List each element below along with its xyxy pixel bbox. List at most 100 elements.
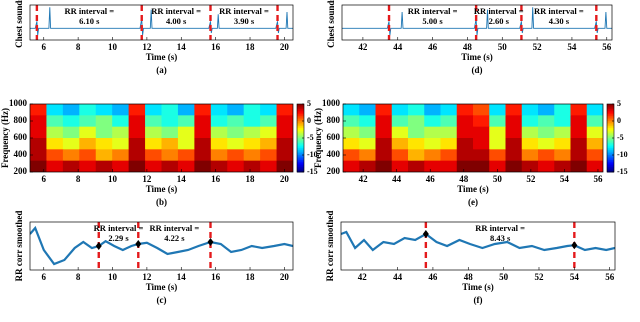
heat-cell xyxy=(227,138,245,150)
annotation: RR interval = xyxy=(150,223,200,233)
colorbar-step xyxy=(297,163,304,166)
x-tick-label: 18 xyxy=(246,272,256,282)
heat-cell xyxy=(210,115,228,128)
colorbar-step xyxy=(297,122,304,125)
heat-cell xyxy=(391,126,409,139)
heat-cell xyxy=(489,138,506,150)
colorbar-step xyxy=(607,165,614,168)
heat-cell xyxy=(538,149,555,162)
heat-cell xyxy=(489,104,506,116)
heat-cell xyxy=(128,149,146,162)
heat-cell xyxy=(62,160,80,172)
heat-cell xyxy=(112,160,130,172)
colorbar-step xyxy=(297,156,304,159)
heat-cell xyxy=(391,104,409,116)
x-tick-label: 56 xyxy=(602,42,612,52)
heat-cell xyxy=(554,160,571,172)
x-tick-label: 6 xyxy=(42,42,47,52)
x-tick-label: 12 xyxy=(142,174,152,184)
x-tick-label: 16 xyxy=(211,272,221,282)
heat-cell xyxy=(505,104,523,116)
colorbar-tick-label: -5 xyxy=(617,133,624,142)
x-tick-label: 56 xyxy=(605,272,615,282)
colorbar-tick-label: -10 xyxy=(617,150,628,159)
panel: RR interval =2.29 sRR interval =4.22 s6 8… xyxy=(14,211,294,305)
colorbar-step xyxy=(607,160,614,163)
heat-cell xyxy=(177,104,195,116)
heat-cell xyxy=(359,138,376,150)
x-tick-label: 46 xyxy=(428,272,438,282)
heat-cell xyxy=(586,126,603,139)
colorbar-step xyxy=(607,136,614,139)
colorbar-step xyxy=(607,124,614,127)
heat-cell xyxy=(128,104,146,116)
heat-cell xyxy=(489,160,506,172)
annotation: RR interval = xyxy=(534,6,584,16)
heat-cell xyxy=(570,115,588,128)
heat-cell xyxy=(30,160,47,172)
plot-frame xyxy=(342,103,604,173)
y-axis-label: Frequency (Hz) xyxy=(313,108,323,168)
heat-cell xyxy=(343,149,360,162)
colorbar-step xyxy=(297,136,304,139)
heat-cell xyxy=(177,115,195,128)
colorbar-step xyxy=(607,132,614,136)
x-tick-label: 6 xyxy=(42,174,47,184)
heat-cell xyxy=(408,104,425,116)
heat-cell xyxy=(554,149,571,162)
heat-cell xyxy=(227,115,245,128)
heat-cell xyxy=(128,126,146,139)
x-tick-label: 20 xyxy=(280,42,290,52)
heat-cell xyxy=(79,126,97,139)
heat-cell xyxy=(276,104,293,116)
heat-cell xyxy=(30,115,47,128)
heat-cell xyxy=(62,104,80,116)
heat-cell xyxy=(46,115,64,128)
x-tick-label: 42 xyxy=(359,174,369,184)
plot-area xyxy=(30,225,293,266)
heat-cell xyxy=(112,115,130,128)
heat-cell xyxy=(46,126,64,139)
panel: RR interval =8.43 s 42 44 46 48 50 52 54 56 Time … xyxy=(325,211,616,305)
colorbar-step xyxy=(297,151,304,154)
colorbar-step xyxy=(297,107,304,110)
heat-cell xyxy=(521,160,539,172)
colorbar-step xyxy=(297,139,304,142)
heat-cell xyxy=(243,138,261,150)
x-tick-label: 8 xyxy=(76,272,81,282)
peak-marker xyxy=(571,241,578,250)
heat-cell xyxy=(210,138,228,150)
colorbar-step xyxy=(607,148,614,151)
heat-cell xyxy=(375,138,393,150)
colorbar-step xyxy=(607,151,614,154)
heat-cell xyxy=(391,138,409,150)
heat-cell xyxy=(408,138,425,150)
colorbar-step xyxy=(297,132,304,136)
colorbar-step xyxy=(607,144,614,147)
heat-cell xyxy=(424,160,441,172)
heat-cell xyxy=(440,104,458,116)
colorbar-step xyxy=(297,155,304,158)
heat-cell xyxy=(79,149,97,162)
colorbar-step xyxy=(297,144,304,147)
annotation: 6.10 s xyxy=(79,16,100,26)
heat-cell xyxy=(112,104,130,116)
colorbar-step xyxy=(297,112,304,115)
colorbar-tick-label: 0 xyxy=(307,116,311,125)
heat-cell xyxy=(260,149,278,162)
colorbar-step xyxy=(297,129,304,132)
heat-cell xyxy=(343,138,360,150)
x-tick-label: 20 xyxy=(280,272,290,282)
colorbar-step xyxy=(607,161,614,164)
heat-cell xyxy=(79,115,97,128)
heat-cell xyxy=(473,104,490,116)
heat-cell xyxy=(227,149,245,162)
annotation: 2.29 s xyxy=(108,233,129,243)
colorbar-step xyxy=(607,149,614,153)
series-line xyxy=(30,7,293,36)
heat-cell xyxy=(30,149,47,162)
colorbar-step xyxy=(297,165,304,168)
heat-cell xyxy=(408,160,425,172)
x-tick-label: 16 xyxy=(211,174,221,184)
x-tick-label: 50 xyxy=(499,272,509,282)
